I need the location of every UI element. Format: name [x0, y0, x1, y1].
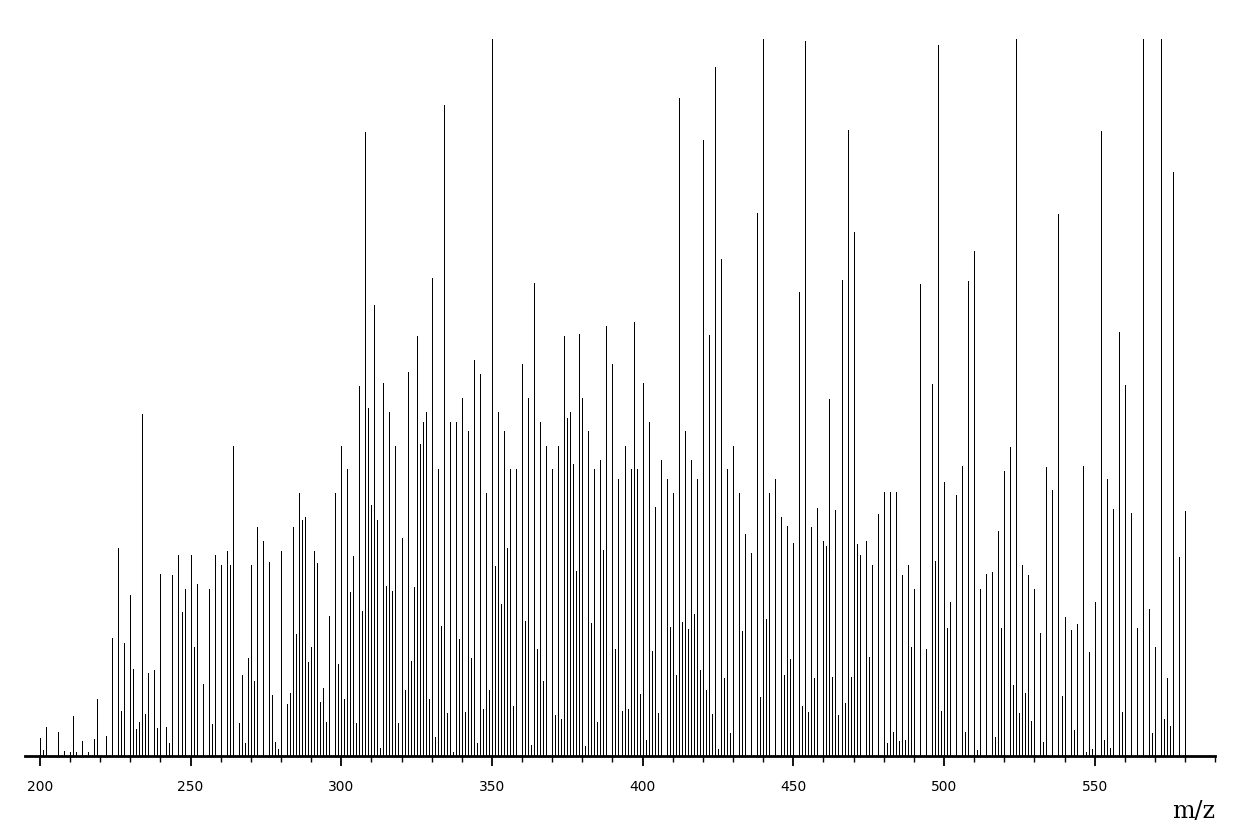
Text: m/z: m/z	[1172, 800, 1215, 823]
